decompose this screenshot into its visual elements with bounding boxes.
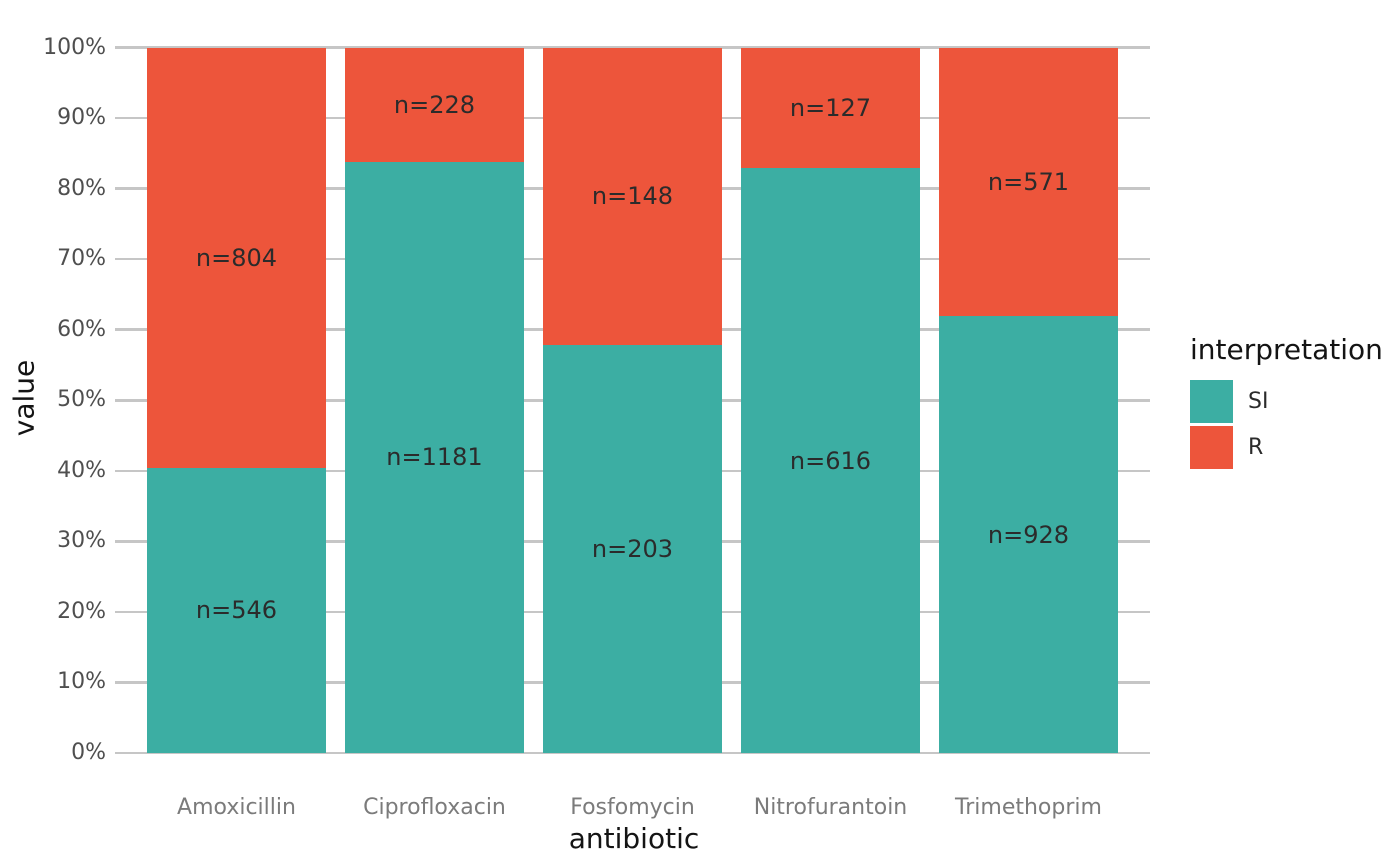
bar-count-label-r: n=571 xyxy=(987,167,1070,196)
y-tick-label: 10% xyxy=(57,669,106,695)
legend-entries: SI R xyxy=(1190,380,1383,469)
x-tick-label-Nitrofurantoin: Nitrofurantoin xyxy=(753,795,908,820)
x-tick-label-Trimethoprim: Trimethoprim xyxy=(955,795,1102,820)
legend-swatch-R xyxy=(1190,426,1233,469)
y-tick-label: 100% xyxy=(43,34,106,60)
x-tick-label-Ciprofloxacin: Ciprofloxacin xyxy=(363,795,506,820)
gridline-0% xyxy=(115,751,1150,755)
y-tick-label: 30% xyxy=(57,528,106,554)
y-tick-label: 80% xyxy=(57,175,106,201)
y-tick-label: 70% xyxy=(57,246,106,272)
bar-segment-r-Fosfomycin xyxy=(543,47,722,345)
x-tick-label-Amoxicillin: Amoxicillin xyxy=(177,795,296,820)
y-tick-label: 50% xyxy=(57,387,106,413)
bar-segment-si-Fosfomycin xyxy=(543,344,722,753)
bar-segment-si-Amoxicillin xyxy=(147,467,326,753)
bar-segment-si-Nitrofurantoin xyxy=(741,168,920,753)
legend-swatch-SI xyxy=(1190,380,1233,423)
bar-segment-r-Amoxicillin xyxy=(147,47,326,468)
legend-label-SI: SI xyxy=(1248,389,1269,414)
y-tick-label: 20% xyxy=(57,598,106,624)
legend-entry-R: R xyxy=(1190,426,1383,469)
legend-entry-SI: SI xyxy=(1190,380,1383,423)
y-tick-label: 40% xyxy=(57,457,106,483)
x-axis-title: antibiotic xyxy=(568,822,700,855)
legend-label-R: R xyxy=(1248,435,1264,460)
bar-count-label-si: n=928 xyxy=(987,520,1070,549)
bar-count-label-si: n=1181 xyxy=(386,443,483,472)
legend-title: interpretation xyxy=(1190,333,1383,366)
bar-count-label-si: n=203 xyxy=(591,534,674,563)
gridline-100% xyxy=(115,46,1150,49)
bar-segment-si-Ciprofloxacin xyxy=(345,161,524,753)
y-tick-label: 0% xyxy=(71,740,106,765)
legend: interpretation SI R xyxy=(1190,333,1383,472)
bar-count-label-r: n=228 xyxy=(393,90,476,119)
bar-count-label-r: n=804 xyxy=(195,243,278,272)
bar-count-label-r: n=148 xyxy=(591,182,674,211)
bar-segment-si-Trimethoprim xyxy=(939,316,1118,753)
y-tick-label: 90% xyxy=(57,105,106,131)
y-tick-label: 60% xyxy=(57,316,106,342)
bar-segment-r-Nitrofurantoin xyxy=(741,47,920,169)
bar-count-label-r: n=127 xyxy=(789,93,872,122)
bar-count-label-si: n=616 xyxy=(789,446,872,475)
bar-segment-r-Ciprofloxacin xyxy=(345,47,524,162)
bar-segment-r-Trimethoprim xyxy=(939,47,1118,317)
y-axis-title: value xyxy=(7,359,41,437)
bar-count-label-si: n=546 xyxy=(195,596,278,625)
x-tick-label-Fosfomycin: Fosfomycin xyxy=(570,795,695,820)
